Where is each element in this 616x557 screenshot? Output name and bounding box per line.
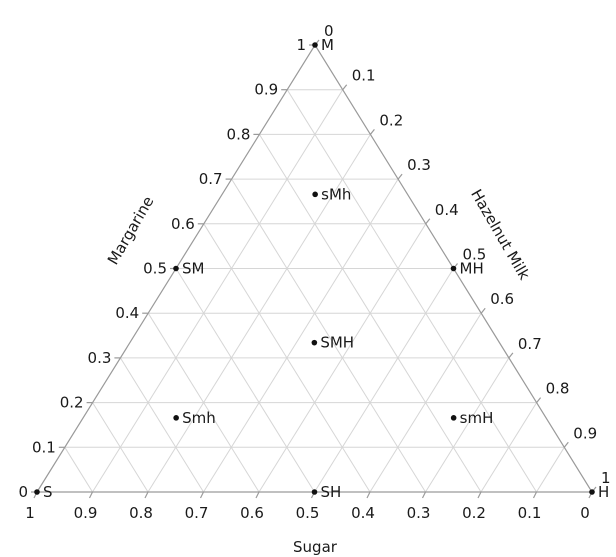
tick-label-margarine: 0.5 [143, 260, 167, 278]
data-point: SMH [311, 334, 354, 352]
tick-label-sugar: 0.2 [462, 504, 486, 522]
data-point-label: sMh [321, 185, 351, 203]
tick-labels: 0 0 0 0.1 0.1 0.1 0.2 0.2 0.2 0.3 0.3 0.3 0.4 0.4 0.4 0… [18, 22, 610, 522]
tick-label-hazelnut: 0.7 [518, 335, 542, 353]
grid-line-sugar [231, 178, 426, 493]
data-point-marker [312, 191, 318, 198]
grid-line-hazelnut [92, 89, 344, 493]
data-point-label: smH [460, 409, 494, 427]
data-point-marker [312, 42, 318, 48]
tick-label-margarine: 0 [18, 483, 28, 501]
tick-mark-hazelnut [397, 173, 403, 180]
tick-label-margarine: 0.2 [60, 394, 84, 412]
tick-label-hazelnut: 0.5 [463, 246, 487, 264]
data-point-label: SM [182, 260, 204, 278]
data-point-label: S [43, 483, 53, 501]
tick-label-hazelnut: 1 [601, 469, 611, 487]
tick-mark-sugar [532, 491, 538, 499]
data-point-marker [450, 415, 457, 421]
tick-mark-sugar [88, 491, 94, 499]
data-point-marker [173, 415, 179, 421]
tick-label-margarine: 0.7 [199, 170, 223, 188]
grid-line-hazelnut [536, 447, 565, 493]
data-point-label: SMH [320, 334, 354, 352]
grid-line-sugar [175, 268, 315, 493]
tick-mark-hazelnut [425, 218, 431, 225]
tick-label-sugar: 0.6 [240, 504, 264, 522]
data-point: H [589, 483, 609, 501]
tick-label-sugar: 0.7 [185, 504, 209, 522]
grid-line-sugar [92, 402, 149, 493]
tick-label-margarine: 0.1 [32, 438, 56, 456]
grid-line-hazelnut [425, 357, 510, 493]
data-point: SH [311, 483, 342, 501]
grid-line-hazelnut [314, 268, 454, 493]
tick-label-hazelnut: 0.6 [490, 290, 514, 308]
tick-label-hazelnut: 0.9 [573, 424, 597, 442]
data-point: Smh [173, 409, 216, 427]
data-point-label: H [598, 483, 609, 501]
tick-mark-sugar [255, 491, 260, 499]
tick-mark-sugar [199, 491, 205, 499]
tick-mark-hazelnut [342, 84, 348, 91]
tick-label-sugar: 0.1 [518, 504, 542, 522]
tick-label-margarine: 0.9 [254, 81, 278, 99]
data-point-label: M [321, 36, 334, 54]
data-point-marker [173, 265, 179, 272]
grid-lines [64, 89, 565, 493]
tick-label-sugar: 0 [580, 504, 590, 522]
tick-label-margarine: 0.4 [115, 304, 139, 322]
data-point: SM [173, 260, 204, 278]
data-point-marker [450, 265, 457, 272]
tick-label-sugar: 1 [25, 504, 35, 522]
tick-label-margarine: 0.3 [88, 349, 112, 367]
tick-mark-hazelnut [369, 129, 375, 135]
tick-mark-sugar [144, 491, 149, 499]
grid-line-hazelnut [480, 402, 538, 493]
data-point: sMh [312, 185, 351, 203]
tick-label-hazelnut: 0.3 [407, 156, 431, 174]
grid-line-sugar [286, 89, 537, 493]
tick-label-margarine: 1 [296, 36, 306, 54]
tick-label-sugar: 0.9 [74, 504, 98, 522]
tick-mark-sugar [366, 491, 371, 499]
tick-label-hazelnut: 0.1 [352, 67, 376, 85]
axis-title-margarine: Margarine [104, 193, 158, 268]
tick-mark-hazelnut [480, 307, 486, 314]
tick-label-hazelnut: 0 [324, 22, 334, 40]
tick-label-hazelnut: 0.2 [379, 111, 403, 129]
tick-mark-hazelnut [536, 397, 542, 403]
tick-mark-hazelnut [563, 441, 569, 448]
tick-label-sugar: 0.8 [129, 504, 153, 522]
tick-label-sugar: 0.5 [296, 504, 320, 522]
tick-label-sugar: 0.3 [407, 504, 431, 522]
data-point: MH [450, 260, 484, 278]
data-point-label: MH [460, 260, 484, 278]
tick-mark-hazelnut [508, 352, 514, 359]
tick-mark-sugar [477, 491, 482, 499]
grid-line-hazelnut [203, 178, 399, 493]
grid-line-sugar [147, 312, 260, 493]
data-point: M [312, 36, 334, 54]
data-point: S [34, 483, 53, 501]
grid-line-sugar [64, 447, 93, 493]
axis-title-sugar: Sugar [293, 538, 338, 556]
tick-label-margarine: 0.6 [171, 215, 195, 233]
data-point-label: SH [321, 483, 342, 501]
tick-label-hazelnut: 0.8 [546, 380, 570, 398]
data-point-label: Smh [182, 409, 216, 427]
data-point: smH [450, 409, 494, 427]
tick-label-sugar: 0.4 [351, 504, 375, 522]
data-point-marker [34, 489, 40, 495]
tick-label-margarine: 0.8 [227, 125, 251, 143]
tick-label-hazelnut: 0.4 [435, 201, 459, 219]
tick-mark-sugar [421, 491, 427, 499]
grid-line-hazelnut [369, 312, 482, 493]
data-point-marker [311, 489, 318, 495]
data-point-marker [311, 339, 318, 346]
data-point-marker [589, 489, 595, 495]
grid-line-sugar [119, 357, 204, 493]
